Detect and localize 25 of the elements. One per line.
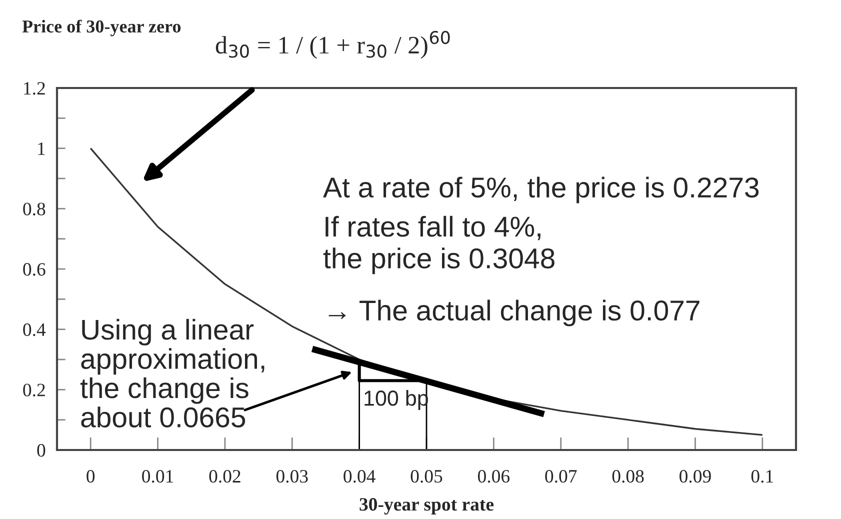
y-tick-label: 0.8 bbox=[23, 202, 46, 216]
x-tick-label: 0.02 bbox=[209, 470, 240, 483]
x-tick-label: 0.03 bbox=[276, 470, 308, 483]
y-tick-label: 0 bbox=[37, 444, 46, 457]
annotation: If rates fall to 4%, the price is 0.3048 bbox=[323, 216, 554, 274]
x-tick-label: 0.1 bbox=[751, 470, 774, 483]
y-tick-label: 0.4 bbox=[23, 323, 46, 336]
x-tick-label: 0.06 bbox=[478, 470, 510, 483]
y-tick-label: 1.2 bbox=[24, 82, 45, 95]
text: d$_{30}$ = 1 / (1 + r$_{30}$ / 2)$^{60}$ bbox=[216, 30, 450, 59]
annotation: → The actual change is 0.077 bbox=[328, 300, 700, 326]
annotation: At a rate of 5%, the price is 0.2273 bbox=[323, 176, 759, 204]
annotation: Using a linear approximation, the change is about 0.0665 bbox=[80, 318, 264, 428]
y-tick-label: 1 bbox=[38, 142, 45, 155]
x-tick-label: 0.05 bbox=[410, 470, 442, 483]
x-tick-label: 0.07 bbox=[545, 470, 577, 483]
y-tick-label: 0.2 bbox=[23, 384, 45, 396]
y-axis-title: Price of 30-year zero bbox=[22, 20, 181, 36]
x-tick-label: 0.04 bbox=[344, 470, 376, 483]
x-tick-label: 0 bbox=[86, 470, 95, 483]
x-axis-title: 30-year spot rate bbox=[360, 498, 494, 515]
x-tick-label: 0.08 bbox=[612, 470, 644, 483]
x-tick-label: 0.01 bbox=[142, 470, 174, 483]
y-tick-label: 0.6 bbox=[23, 263, 46, 276]
x-tick-label: 0.09 bbox=[680, 470, 711, 483]
